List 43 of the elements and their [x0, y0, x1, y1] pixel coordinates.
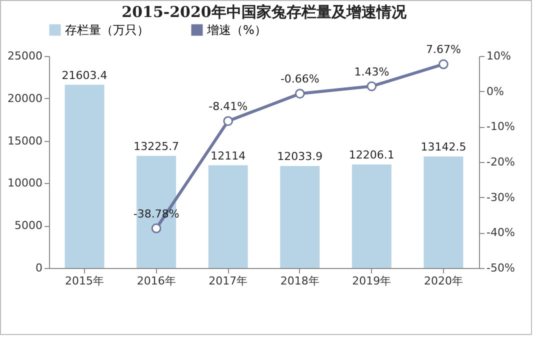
bar [208, 165, 248, 268]
y2-tick-label: -50% [486, 262, 515, 274]
data-label: 1.43% [354, 65, 390, 78]
bar [280, 166, 320, 268]
y-tick-label: 20000 [8, 92, 42, 105]
x-tick-label: 2016年 [136, 274, 176, 288]
data-label: 12114 [210, 149, 246, 162]
chart-title: 2015-2020年中国家兔存栏量及增速情况 [122, 3, 408, 21]
data-label: 13142.5 [420, 140, 466, 154]
x-tick-label: 2017年 [208, 274, 248, 288]
bar [64, 84, 104, 268]
point [223, 116, 234, 126]
y2-tick-label: -20% [486, 156, 515, 168]
data-label: -8.41% [208, 100, 248, 114]
bar [352, 164, 392, 268]
y-tick-label: 0 [36, 262, 42, 274]
y2-tick-label: 0% [486, 84, 504, 98]
y-tick-label: 25000 [8, 50, 42, 62]
y2-tick-label: -10% [486, 120, 515, 134]
data-label: 12206.1 [348, 148, 394, 162]
x-tick-label: 2019年 [352, 274, 392, 288]
y2-tick-label: -40% [486, 226, 515, 240]
y2-tick-label: 10% [486, 50, 511, 62]
data-label: 13225.7 [134, 140, 180, 153]
data-label: -38.78% [133, 207, 180, 220]
x-tick-label: 2015年 [65, 274, 104, 288]
y2-tick-label: -30% [486, 190, 515, 204]
x-tick-label: 2018年 [280, 274, 320, 288]
point [438, 59, 448, 70]
legend-label: 存栏量（万只） [65, 23, 149, 37]
data-label: -0.66% [280, 72, 320, 86]
y-tick-label: 15000 [8, 134, 42, 148]
data-label: 12033.9 [277, 150, 323, 163]
point [294, 88, 305, 99]
y-tick-label: 5000 [14, 219, 42, 232]
data-label: 7.67% [426, 43, 461, 56]
point [151, 223, 162, 234]
bar [424, 156, 464, 268]
legend-label: 增速（%） [206, 23, 266, 37]
x-tick-label: 2020年 [424, 274, 463, 288]
y-tick-label: 10000 [8, 176, 42, 190]
data-label: 21603.4 [62, 68, 108, 82]
point [366, 81, 377, 92]
